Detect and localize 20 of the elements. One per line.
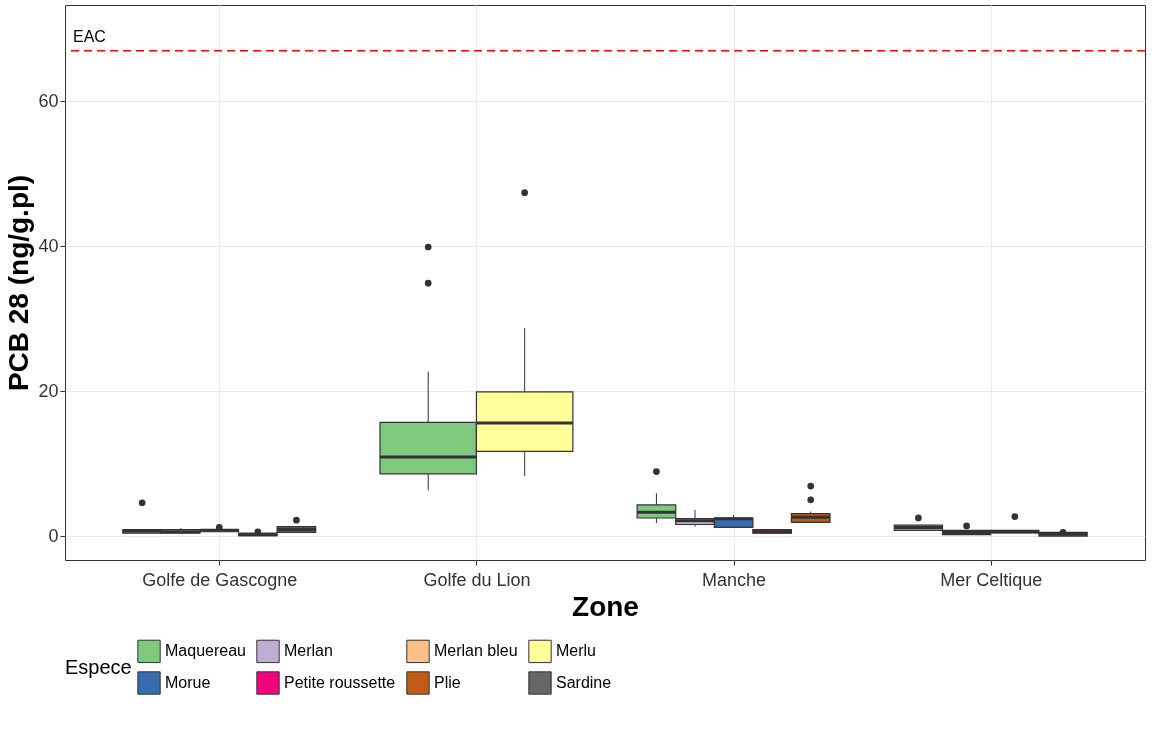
y-axis-title: PCB 28 (ng/g.pl) xyxy=(3,174,35,392)
x-tick-label: Golfe de Gascogne xyxy=(142,569,298,590)
y-tick-label: 60 xyxy=(38,90,59,111)
legend-label: Sardine xyxy=(556,674,612,691)
y-tick-label: 20 xyxy=(38,380,59,401)
x-tick-label: Manche xyxy=(702,569,767,590)
y-tick-label: 0 xyxy=(48,525,59,546)
legend-label: Maquereau xyxy=(165,642,246,660)
ref-line-label: EAC xyxy=(73,27,106,45)
legend-label: Petite roussette xyxy=(284,674,396,691)
legend-label: Merlan bleu xyxy=(434,642,518,660)
legend-label: Merlu xyxy=(556,642,597,660)
legend-label: Plie xyxy=(434,674,461,691)
legend-label: Merlan xyxy=(284,642,333,660)
x-tick-label: Mer Celtique xyxy=(940,569,1043,590)
x-tick-label: Golfe du Lion xyxy=(423,569,531,590)
legend-label: Morue xyxy=(165,674,211,691)
legend-title: Espece xyxy=(65,656,132,678)
x-axis-title: Zone xyxy=(572,590,639,622)
y-tick-label: 40 xyxy=(38,235,59,256)
